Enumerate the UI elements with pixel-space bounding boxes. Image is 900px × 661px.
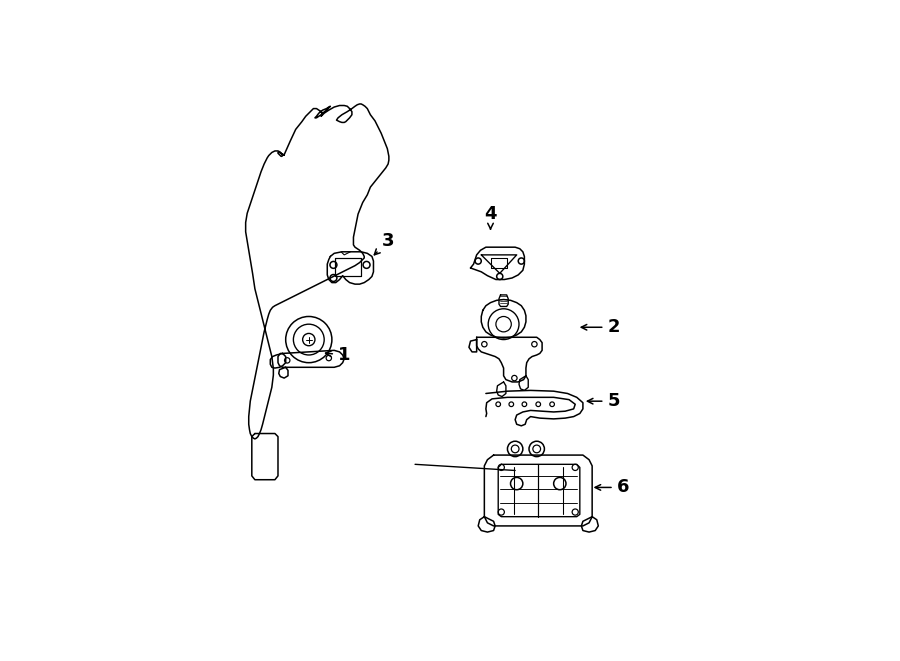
Text: 6: 6: [595, 479, 629, 496]
Text: 1: 1: [326, 346, 350, 364]
Text: 4: 4: [484, 205, 497, 229]
Text: 3: 3: [374, 232, 394, 254]
Text: 5: 5: [588, 392, 620, 410]
Text: 2: 2: [581, 318, 620, 336]
